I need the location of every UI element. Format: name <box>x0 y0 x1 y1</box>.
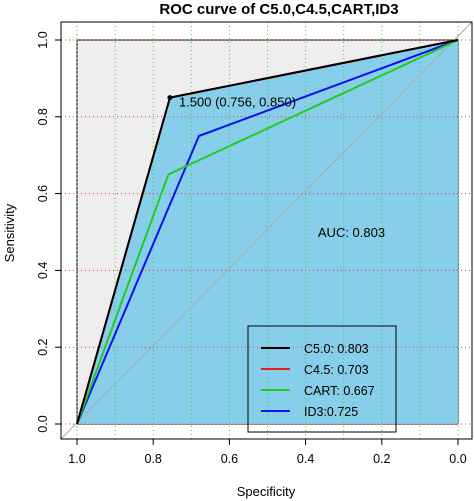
diagonal-line <box>60 21 473 440</box>
y-tick-label: 0.2 <box>36 338 50 355</box>
chart-title: ROC curve of C5.0,C4.5,CART,ID3 <box>159 1 398 18</box>
legend-entry: ID3:0.725 <box>304 405 358 419</box>
legend-entry: C4.5: 0.703 <box>304 363 369 377</box>
y-tick-label: 0.8 <box>36 108 50 125</box>
x-tick-label: 0.4 <box>297 452 314 466</box>
x-tick-label: 0.8 <box>145 452 162 466</box>
x-tick-label: 0.0 <box>449 452 466 466</box>
x-axis-label: Specificity <box>237 484 296 499</box>
x-tick-label: 0.2 <box>373 452 390 466</box>
legend-entry: C5.0: 0.803 <box>304 342 369 356</box>
legend: C5.0: 0.803 C4.5: 0.703 CART: 0.667 ID3:0.7… <box>247 325 397 433</box>
series-line <box>76 39 459 425</box>
threshold-label: 1.500 (0.756, 0.850) <box>179 95 296 110</box>
legend-box <box>247 325 397 433</box>
y-tick-label: 0.0 <box>36 415 50 432</box>
auc-polygon <box>77 40 458 424</box>
legend-entry: CART: 0.667 <box>304 384 375 398</box>
x-tick-label: 1.0 <box>68 452 85 466</box>
plot-border <box>60 21 473 440</box>
y-axis-label: Sensitivity <box>2 203 17 262</box>
x-tick-label: 0.6 <box>221 452 238 466</box>
series-line <box>76 39 459 425</box>
plot-area: 1.500 (0.756, 0.850) AUC: 0.803 1.0 0.8 0.6 0… <box>36 21 473 466</box>
threshold-point <box>167 95 173 101</box>
y-tick-label: 0.4 <box>36 262 50 279</box>
y-tick-label: 1.0 <box>36 31 50 48</box>
auc-label: AUC: 0.803 <box>318 225 385 240</box>
y-tick-label: 0.6 <box>36 185 50 202</box>
